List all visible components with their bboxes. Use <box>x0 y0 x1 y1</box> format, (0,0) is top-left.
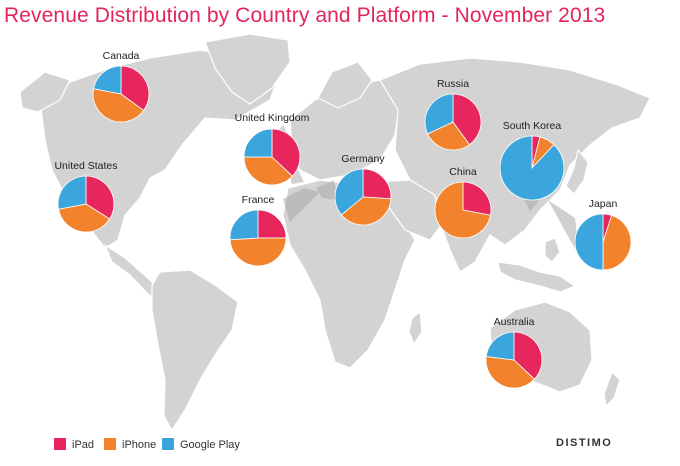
pie-slice-united-kingdom-ipad <box>271 128 301 177</box>
pie-slice-france-iphone <box>229 237 287 267</box>
pie-china <box>434 181 492 239</box>
pie-slice-united-states-google-play <box>57 175 87 210</box>
pie-australia <box>485 331 543 389</box>
pie-russia <box>424 93 482 151</box>
country-label-china: China <box>449 166 477 178</box>
country-label-russia: Russia <box>437 78 469 90</box>
pie-charts: Canada United States United Kingdom France G… <box>54 50 632 389</box>
legend-label-google-play: Google Play <box>180 439 240 451</box>
pie-slice-australia-iphone <box>485 356 535 389</box>
pie-slice-germany-google-play <box>334 168 364 216</box>
pie-slice-china-iphone <box>434 181 491 239</box>
pie-canada <box>92 65 150 123</box>
pie-slice-russia-google-play <box>424 93 454 135</box>
pie-slice-france-ipad <box>257 209 287 239</box>
pie-france <box>229 209 287 267</box>
pie-united-states <box>57 175 115 233</box>
pie-slice-united-states-iphone <box>58 203 111 233</box>
pie-united-kingdom <box>243 128 301 186</box>
pie-south-korea <box>499 135 565 201</box>
country-label-japan: Japan <box>589 198 618 210</box>
country-label-australia: Australia <box>494 316 535 328</box>
pie-slice-japan-google-play <box>574 213 604 271</box>
chart-title: Revenue Distribution by Country and Plat… <box>4 4 606 27</box>
country-label-united-kingdom: United Kingdom <box>235 112 310 124</box>
legend-label-iphone: iPhone <box>122 439 157 451</box>
country-label-canada: Canada <box>103 50 140 62</box>
country-label-united-states: United States <box>54 160 117 172</box>
country-label-france: France <box>242 194 275 206</box>
pie-slice-canada-ipad <box>120 65 150 112</box>
france-pointer <box>283 188 320 222</box>
japan-pointer <box>548 200 580 258</box>
legend-swatch-google-play <box>162 438 174 450</box>
legend-label-ipad: iPad <box>72 439 95 451</box>
pie-slice-russia-iphone <box>427 121 471 151</box>
pie-slice-russia-ipad <box>452 93 482 146</box>
pie-slice-china-ipad <box>462 181 492 216</box>
pie-slice-canada-iphone <box>92 88 145 123</box>
pie-japan <box>574 213 632 271</box>
pie-slice-japan-iphone <box>602 214 632 271</box>
pie-slice-united-kingdom-google-play <box>243 128 273 158</box>
legend-item-ipad: iPad <box>54 438 94 451</box>
country-label-south-korea: South Korea <box>503 120 562 132</box>
distimo-logo: DISTIMO <box>556 437 613 449</box>
pie-slice-south-korea-google-play <box>499 135 565 201</box>
pie-slice-germany-iphone <box>340 196 392 226</box>
pie-germany <box>334 168 392 226</box>
country-label-germany: Germany <box>341 153 385 165</box>
legend-item-google-play: Google Play <box>162 438 240 451</box>
legend-item-iphone: iPhone <box>104 438 156 451</box>
germany-pointer <box>316 180 338 200</box>
pie-slice-australia-ipad <box>513 331 543 380</box>
pie-slice-united-kingdom-iphone <box>243 156 293 186</box>
pie-slice-france-google-play <box>229 209 259 241</box>
legend-swatch-ipad <box>54 438 66 450</box>
pie-slice-canada-google-play <box>93 65 122 95</box>
legend-swatch-iphone <box>104 438 116 450</box>
pie-slice-australia-google-play <box>485 331 515 361</box>
pie-slice-germany-ipad <box>362 168 392 200</box>
